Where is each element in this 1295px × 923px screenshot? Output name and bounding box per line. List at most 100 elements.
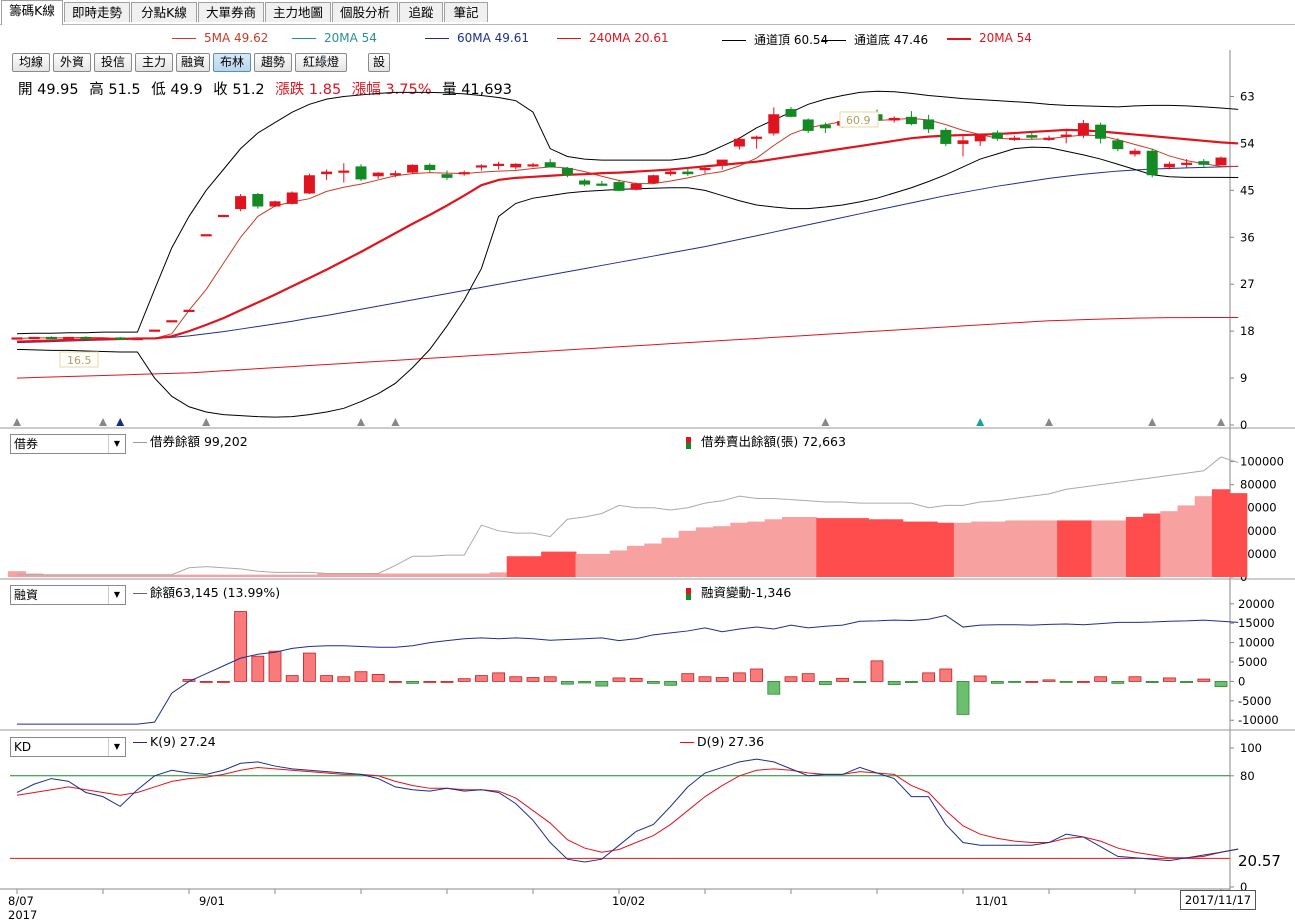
toolbar-button-4[interactable]: 融資 <box>176 53 210 72</box>
margin-change-bar <box>629 677 643 682</box>
ma-legend: 5MA 49.62 20MA 54 60MA 49.61 240MA 20.61 通道頂… <box>0 26 1230 50</box>
candle-body <box>510 163 522 168</box>
low-annotation-label: 16.5 <box>67 354 92 367</box>
short-sell-bar <box>558 551 577 577</box>
candle-body <box>303 175 315 194</box>
short-sell-bar <box>1160 511 1179 577</box>
tab-5[interactable]: 個股分析 <box>332 2 398 22</box>
tab-7[interactable]: 筆記 <box>444 2 488 22</box>
signal-triangle-icon <box>391 418 400 426</box>
tab-0[interactable]: 籌碼K線 <box>1 0 63 25</box>
short-sell-bar <box>609 550 629 577</box>
short-sell-bar <box>1125 516 1145 577</box>
y-tick-label: 40000 <box>1240 524 1277 538</box>
toolbar-button-2[interactable]: 投信 <box>94 53 132 72</box>
kd-legend-k-label: K(9) 27.24 <box>150 734 216 749</box>
line-swatch-icon <box>557 38 581 39</box>
tab-bar: 籌碼K線 即時走勢 分點K線 大單券商 主力地圖 個股分析 追蹤 筆記 <box>0 0 1295 25</box>
legend-item-6: 20MA 54 <box>947 31 1032 45</box>
short-sell-bar <box>523 556 543 577</box>
candle-body <box>149 329 161 332</box>
kd-panel-select[interactable]: KD ▼ <box>10 737 126 757</box>
short-sell-bar <box>25 573 44 577</box>
candle-body <box>630 183 642 190</box>
toolbar-button-6[interactable]: 趨勢 <box>254 53 292 72</box>
margin-change-bar <box>578 681 591 684</box>
candle-body <box>355 166 367 180</box>
short-sell-bar <box>1057 520 1076 577</box>
candle-body <box>63 336 75 340</box>
toolbar-button-0[interactable]: 均線 <box>12 53 50 72</box>
tab-4[interactable]: 主力地圖 <box>265 2 331 22</box>
y-tick-label: 9 <box>1240 371 1247 385</box>
short-sell-bar <box>764 519 783 577</box>
ma60-line <box>16 165 1239 344</box>
margin-change-bar <box>836 677 849 682</box>
tab-6[interactable]: 追蹤 <box>399 2 443 22</box>
short-sell-bar <box>283 574 302 577</box>
line-swatch-icon <box>133 593 147 594</box>
margin-change-bar <box>234 611 248 682</box>
margin-change-bar <box>543 676 557 682</box>
line-swatch-icon <box>133 742 147 743</box>
line-swatch-icon <box>822 40 846 41</box>
y-tick-label: 54 <box>1240 136 1255 150</box>
y-tick-label: 60000 <box>1240 501 1277 515</box>
settings-button[interactable]: 設 <box>368 53 390 72</box>
candle-body <box>493 163 505 166</box>
tab-2[interactable]: 分點K線 <box>131 2 197 22</box>
tab-1[interactable]: 即時走勢 <box>64 2 130 22</box>
high-annotation-box <box>839 111 879 128</box>
signal-triangle-icon <box>1148 418 1157 426</box>
margin-change-bar <box>681 673 695 682</box>
toolbar-button-3[interactable]: 主力 <box>135 53 173 72</box>
short-sell-bar <box>713 526 732 577</box>
short-sell-bar <box>76 574 95 577</box>
y-tick-label: 80000 <box>1240 478 1277 492</box>
short-sell-bar <box>936 522 955 577</box>
toolbar-button-5[interactable]: 布林 <box>213 53 251 72</box>
signal-triangle-icon <box>1217 418 1225 426</box>
short-sell-bar <box>1194 496 1213 577</box>
tab-3[interactable]: 大單券商 <box>198 2 264 22</box>
margin-change-bar <box>561 681 574 685</box>
candle-body <box>97 337 109 340</box>
legend-item-label: 5MA 49.62 <box>204 31 269 45</box>
short-legend-balance: 借券餘額 99,202 <box>133 431 248 450</box>
margin-change-bar <box>939 668 953 682</box>
line-swatch-icon <box>722 40 746 41</box>
candle-body <box>131 337 143 341</box>
ohlc-readout: 開 49.95 高 51.5 低 49.9 收 51.2 漲跌 1.85 漲幅 … <box>18 78 518 99</box>
candle-body <box>1163 163 1175 168</box>
candle-body <box>217 214 229 218</box>
margin-panel-select[interactable]: 融資 ▼ <box>10 585 126 605</box>
kd-current-value: 20.57 <box>1238 852 1281 870</box>
candle-body <box>785 109 797 117</box>
margin-change-bar <box>492 672 506 682</box>
short-sell-bar <box>1143 513 1162 577</box>
margin-change-bar <box>199 681 213 683</box>
margin-change-bar <box>1180 681 1193 683</box>
margin-change-bar <box>440 681 454 683</box>
legend-item-3: 240MA 20.61 <box>557 31 669 45</box>
help-icon[interactable]: ? <box>320 54 327 69</box>
margin-change-bar <box>388 681 402 683</box>
low-value: 低 49.9 <box>151 82 203 98</box>
legend-item-label: 通道頂 60.54 <box>754 33 829 47</box>
y-tick-label: 0 <box>1240 418 1247 432</box>
short-panel-select[interactable]: 借券 ▼ <box>10 434 126 454</box>
toolbar-button-1[interactable]: 外資 <box>53 53 91 72</box>
candle-body <box>974 135 986 142</box>
short-sell-bar <box>730 522 749 577</box>
candle-body <box>1077 123 1089 136</box>
y-tick-label: 0 <box>1240 880 1247 894</box>
candle-body <box>819 124 831 129</box>
k-line <box>16 758 1239 863</box>
short-sell-bar <box>988 521 1007 577</box>
short-sell-bar <box>59 574 78 577</box>
toolbar-button-7[interactable]: 紅綠燈 <box>295 53 347 72</box>
candle-body <box>802 119 814 131</box>
margin-legend-balance: 餘額63,145 (13.99%) <box>133 582 280 601</box>
short-sell-bar <box>351 573 371 577</box>
